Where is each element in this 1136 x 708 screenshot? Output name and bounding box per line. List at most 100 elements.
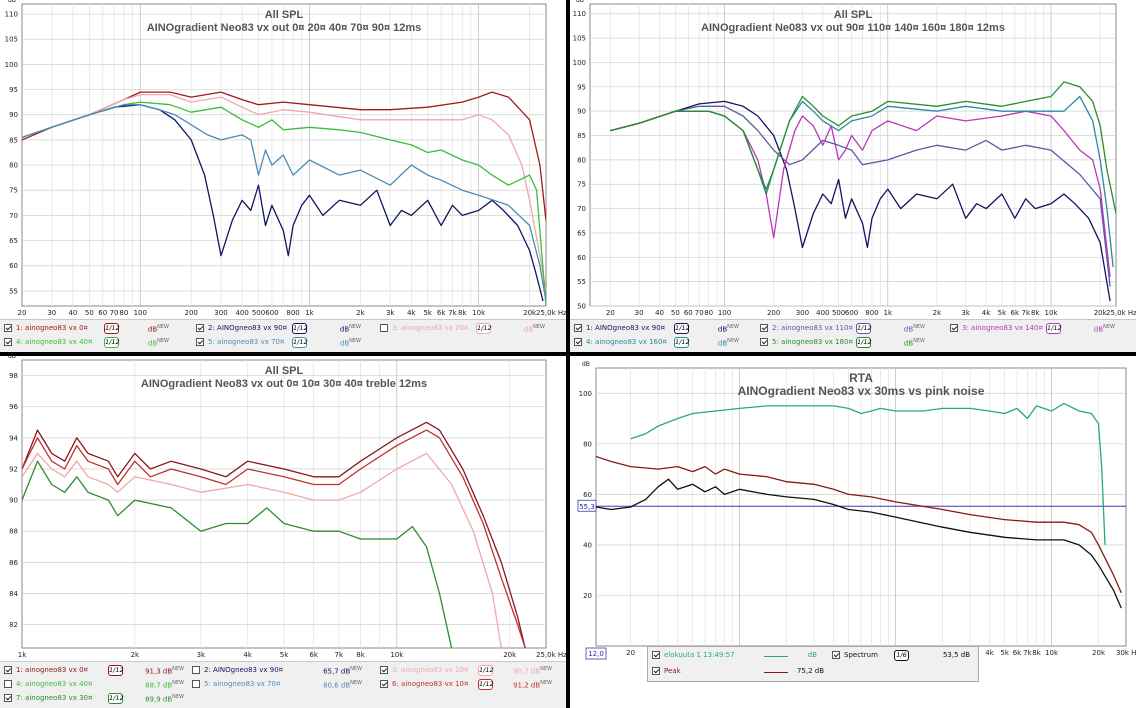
x-tick-label: 3k <box>961 309 970 317</box>
x-tick-label: 10k <box>1045 309 1059 317</box>
legend-checkbox[interactable] <box>574 324 582 332</box>
y-tick-label: 60 <box>577 254 586 262</box>
legend-checkbox[interactable] <box>196 324 204 332</box>
legend-checkbox[interactable] <box>832 651 840 659</box>
legend-line-swatch <box>764 672 788 673</box>
legend-checkbox[interactable] <box>380 680 388 688</box>
chart-panel-1: 55 60 65 70 75 80 85 90 95 100 105 110 20 30 40 50 60 70 8… <box>0 0 566 352</box>
legend-item[interactable]: Spectrum 1/6 53,5 dB <box>832 649 978 663</box>
smoothing-box[interactable]: 1/12 <box>108 693 124 704</box>
legend-checkbox[interactable] <box>4 694 12 702</box>
rta-legend: elokuuta 1 13:49:57 dB Spectrum 1/6 53,5… <box>647 646 979 682</box>
legend-checkbox[interactable] <box>574 338 582 346</box>
legend-item[interactable]: 2: AINOgneo83 vx 90¤ 65,7 dBNEW <box>192 664 382 678</box>
series-line <box>596 478 1122 609</box>
legend-item[interactable]: 4: ainogneo83 vx 40¤ 88,7 dBNEW <box>4 678 194 692</box>
legend-unit: dBNEW <box>903 324 925 334</box>
legend-unit: dBNEW <box>903 338 925 348</box>
chart-legend-1: 1: ainogneo83 vx 0¤ 1/12 dBNEW 2: AINOgn… <box>0 319 566 352</box>
x-tick-label: 8k <box>1032 649 1041 657</box>
x-tick-label: 10k <box>472 309 486 317</box>
legend-item[interactable]: 5: ainogneo83 vx 180¤ 1/12 dBNEW <box>760 336 950 350</box>
smoothing-box[interactable]: 1/12 <box>478 679 494 690</box>
y-tick-label: 100 <box>573 59 586 67</box>
x-tick-label: 40 <box>655 309 664 317</box>
series-line <box>22 452 502 648</box>
legend-item[interactable]: 7: ainogneo83 vx 30¤ 1/12 89,9 dBNEW <box>4 692 194 706</box>
legend-checkbox[interactable] <box>652 651 660 659</box>
legend-checkbox[interactable] <box>4 680 12 688</box>
legend-checkbox[interactable] <box>760 338 768 346</box>
legend-item[interactable]: 3: ainogneo83 vx 20¤ 1/12 dBNEW <box>380 322 566 336</box>
smoothing-box[interactable]: 1/12 <box>674 337 690 348</box>
legend-checkbox[interactable] <box>760 324 768 332</box>
legend-item[interactable]: 6: ainogneo83 vx 10¤ 1/12 91,2 dBNEW <box>380 678 566 692</box>
legend-item[interactable]: elokuuta 1 13:49:57 dB <box>652 649 832 663</box>
legend-item[interactable]: 2: ainogneo83 vx 110¤ 1/12 dBNEW <box>760 322 950 336</box>
legend-unit: dBNEW <box>717 338 739 348</box>
smoothing-box[interactable]: 1/12 <box>292 323 308 334</box>
smoothing-box[interactable]: 1/12 <box>856 323 872 334</box>
legend-unit: dBNEW <box>339 324 361 334</box>
x-tick-label: 1k <box>305 309 314 317</box>
smoothing-box[interactable]: 1/12 <box>104 323 120 334</box>
y-tick-label: 82 <box>9 621 18 629</box>
x-tick-label: 20k <box>1094 309 1108 317</box>
x-tick-label: 6k <box>1013 649 1022 657</box>
smoothing-box[interactable]: 1/12 <box>104 337 120 348</box>
smoothing-box[interactable]: 1/12 <box>856 337 872 348</box>
legend-checkbox[interactable] <box>192 680 200 688</box>
y-tick-label: 98 <box>9 372 18 380</box>
legend-name: 1: ainogneo83 vx 0¤ <box>16 324 89 332</box>
legend-item[interactable]: 1: ainogneo83 vx 0¤ 1/12 dBNEW <box>4 322 194 336</box>
legend-item[interactable]: Peak 75,2 dB <box>652 665 832 679</box>
y-axis-label: dB <box>576 0 584 4</box>
legend-checkbox[interactable] <box>950 324 958 332</box>
y-tick-label: 75 <box>9 187 18 195</box>
legend-item[interactable]: 4: ainogneo83 vx 160¤ 1/12 dBNEW <box>574 336 764 350</box>
rta-chart: 2040608010020304050608010020030040060080… <box>577 361 1136 660</box>
smoothing-box[interactable]: 1/12 <box>674 323 690 334</box>
legend-checkbox[interactable] <box>4 666 12 674</box>
smoothing-box[interactable]: 1/12 <box>292 337 308 348</box>
legend-name: 1: ainogneo83 vx 0¤ <box>16 666 89 674</box>
legend-checkbox[interactable] <box>192 666 200 674</box>
legend-item[interactable]: 5: ainogneo83 vx 70¤ 80,6 dBNEW <box>192 678 382 692</box>
legend-checkbox[interactable] <box>4 324 12 332</box>
smoothing-box[interactable]: 1/6 <box>894 650 909 661</box>
legend-checkbox[interactable] <box>380 324 388 332</box>
x-tick-label: 30k Hz <box>1116 649 1136 657</box>
y-tick-label: 95 <box>577 83 586 91</box>
x-tick-label: 2k <box>131 651 140 659</box>
chart-title: All SPL <box>265 365 304 377</box>
y-axis-label: dB <box>582 361 590 368</box>
legend-checkbox[interactable] <box>652 667 660 675</box>
legend-value: 53,5 dB <box>942 651 970 659</box>
smoothing-box[interactable]: 1/12 <box>108 665 124 676</box>
legend-unit: dBNEW <box>339 338 361 348</box>
legend-item[interactable]: 1: ainogneo83 vx 0¤ 1/12 91,3 dBNEW <box>4 664 194 678</box>
legend-name: 3: ainogneo83 vx 20¤ <box>392 324 469 332</box>
legend-checkbox[interactable] <box>4 338 12 346</box>
smoothing-box[interactable]: 1/12 <box>1046 323 1062 334</box>
legend-name: 4: ainogneo83 vx 160¤ <box>586 338 667 346</box>
legend-item[interactable]: 3: ainogneo83 vx 140¤ 1/12 dBNEW <box>950 322 1136 336</box>
legend-item[interactable]: 2: AINOgneo83 vx 90¤ 1/12 dBNEW <box>196 322 386 336</box>
x-tick-label: 500 <box>252 309 265 317</box>
chart-legend-2: 1: AINOgneo83 vx 90¤ 1/12 dBNEW 2: ainog… <box>570 319 1136 352</box>
smoothing-box[interactable]: 1/12 <box>478 665 494 676</box>
series-group <box>22 421 526 648</box>
legend-item[interactable]: 4: ainogneo83 vx 40¤ 1/12 dBNEW <box>4 336 194 350</box>
x-tick-label: 400 <box>816 309 829 317</box>
legend-item[interactable]: 5: ainogneo83 vx 70¤ 1/12 dBNEW <box>196 336 386 350</box>
chart-subtitle: AINOgradient Neo83 vx out 0¤ 20¤ 40¤ 70¤… <box>147 22 422 34</box>
smoothing-box[interactable]: 1/12 <box>476 323 492 334</box>
y-tick-label: 100 <box>579 390 592 398</box>
legend-checkbox[interactable] <box>380 666 388 674</box>
legend-item[interactable]: 1: AINOgneo83 vx 90¤ 1/12 dBNEW <box>574 322 764 336</box>
legend-item[interactable]: 3: ainogneo83 vx 20¤ 1/12 90,7 dBNEW <box>380 664 566 678</box>
y-tick-label: 90 <box>9 497 18 505</box>
legend-name: Spectrum <box>844 651 878 659</box>
legend-checkbox[interactable] <box>196 338 204 346</box>
